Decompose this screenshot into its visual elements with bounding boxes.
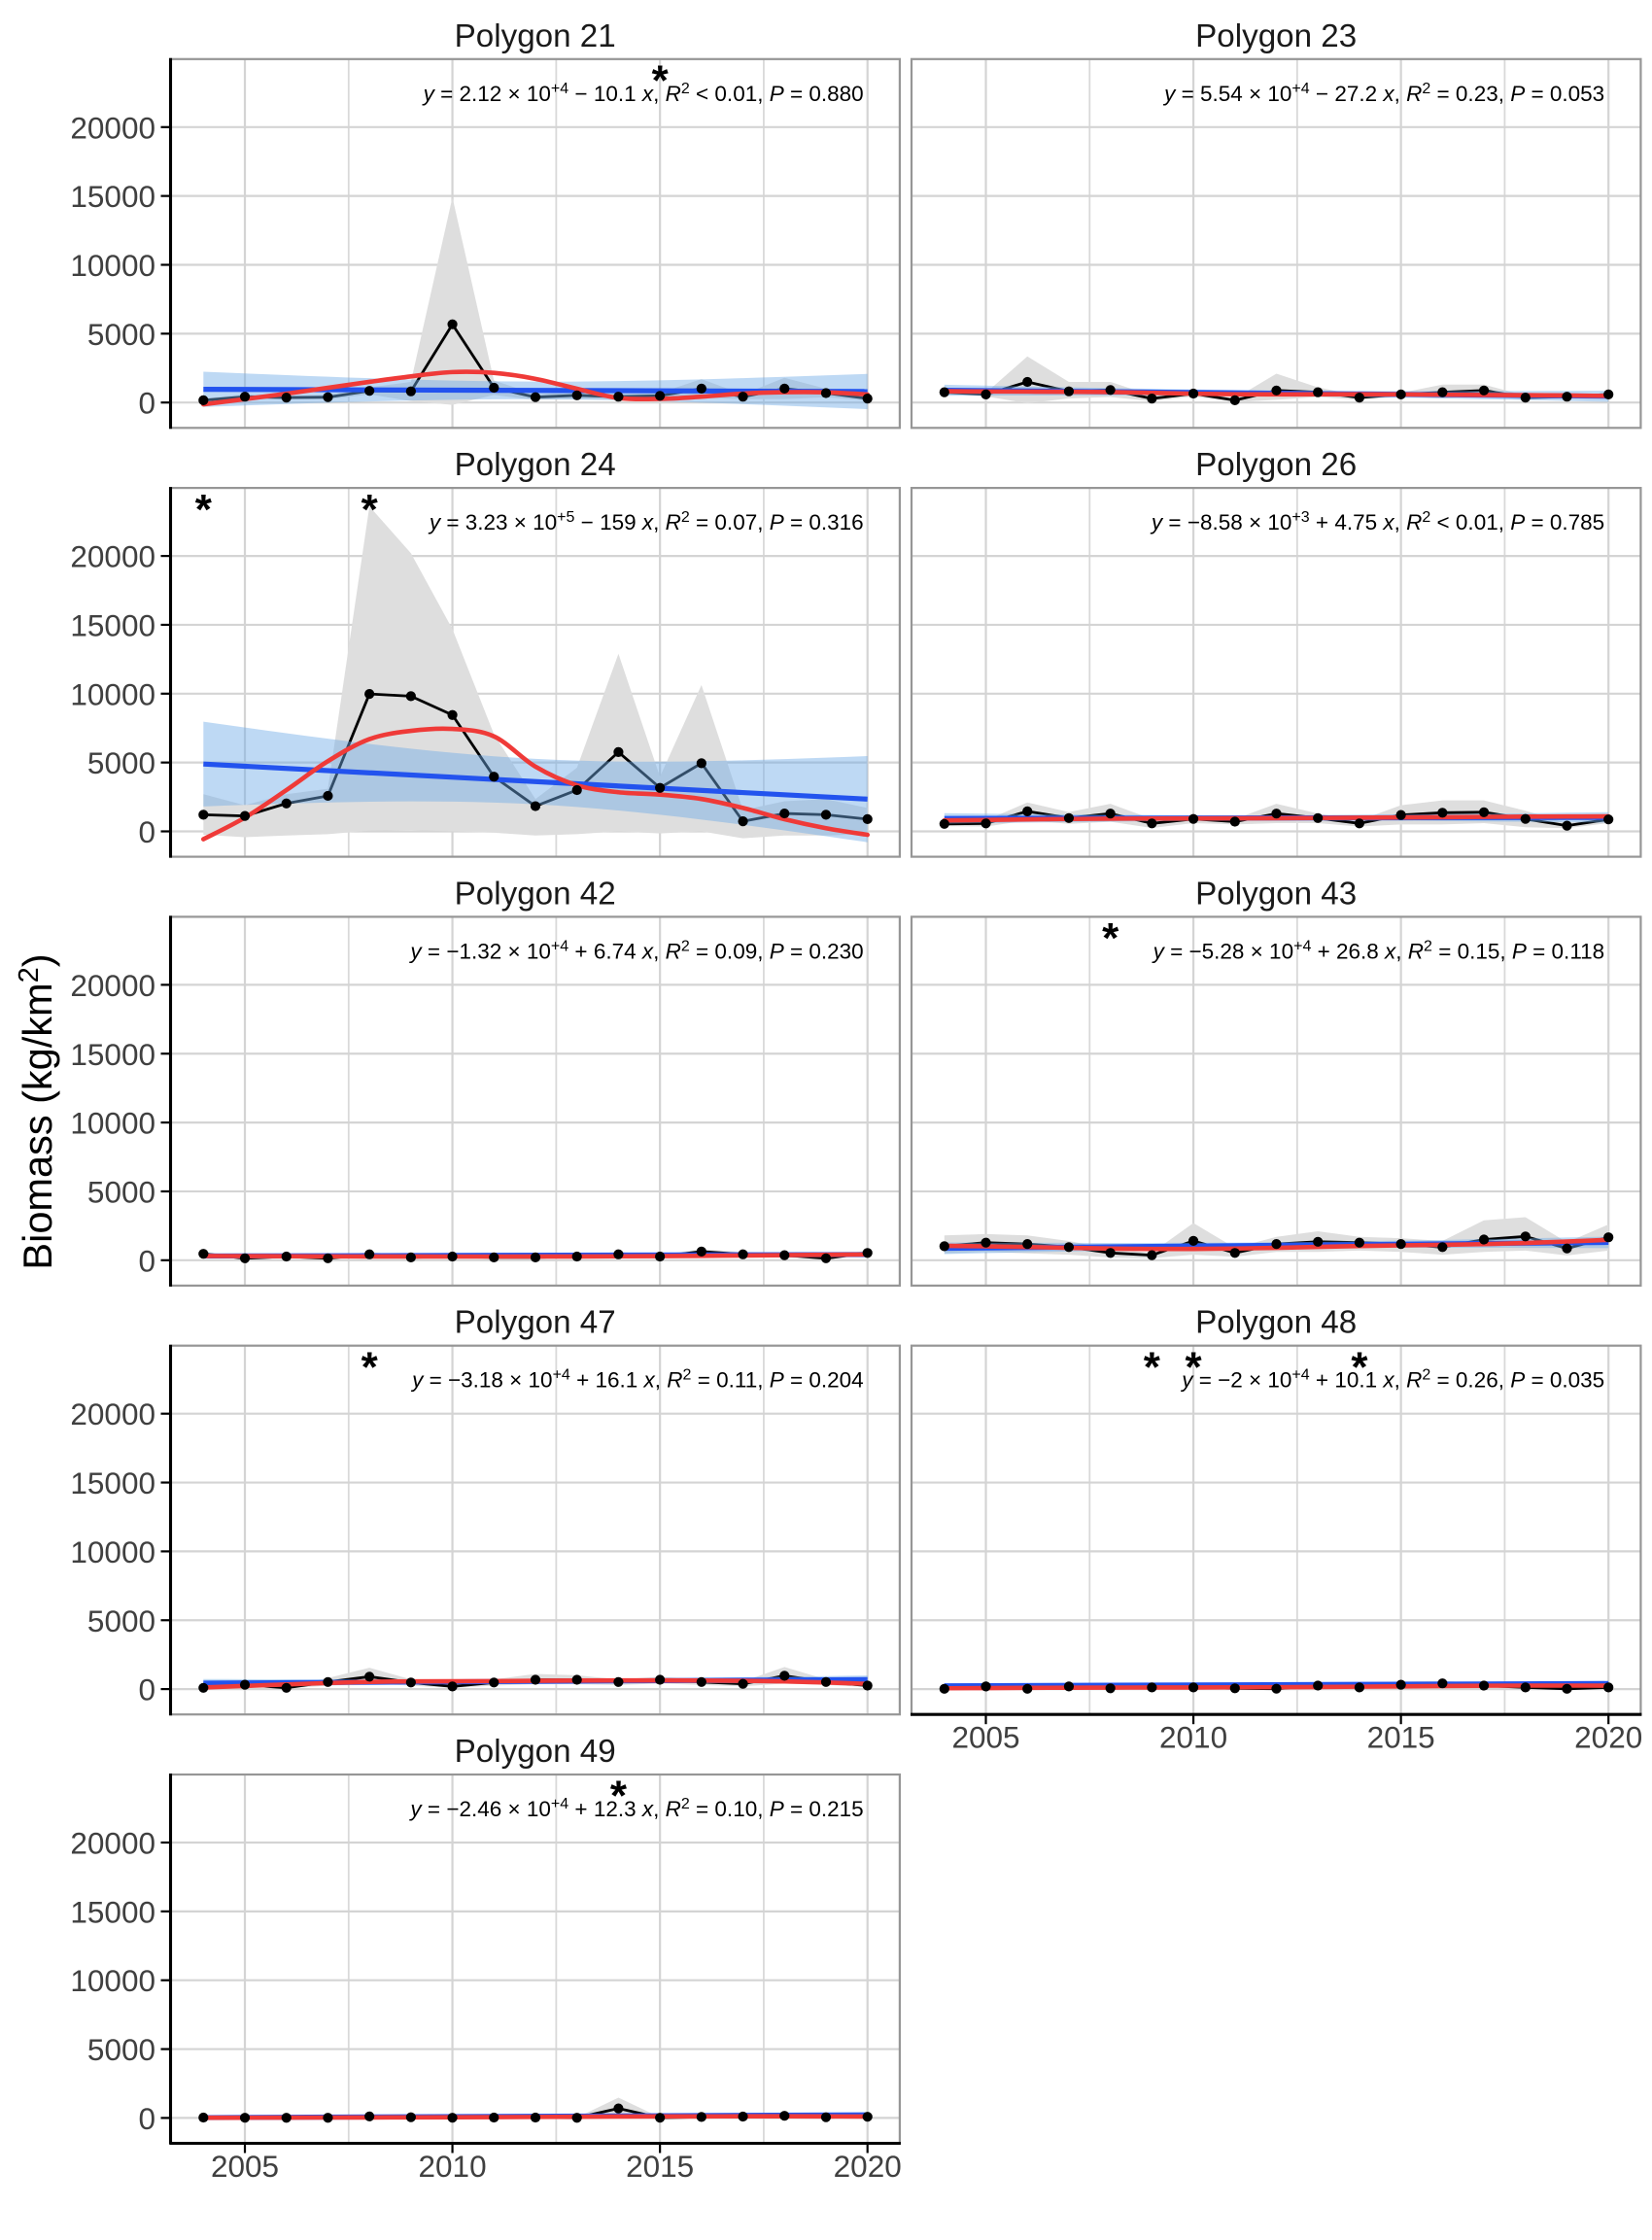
svg-text:0: 0 xyxy=(138,2101,155,2136)
svg-text:0: 0 xyxy=(138,1243,155,1278)
svg-text:15000: 15000 xyxy=(70,179,155,214)
svg-text:*: * xyxy=(1351,1343,1368,1391)
svg-text:y = −2.46 × 10+4​ + 12.3 x, R2: y = −2.46 × 10+4​ + 12.3 x, R2​ = 0.10, … xyxy=(408,1796,863,1821)
svg-text:Polygon 24: Polygon 24 xyxy=(455,447,616,483)
svg-text:5000: 5000 xyxy=(87,2032,155,2067)
svg-text:*: * xyxy=(361,486,379,534)
svg-text:y = 2.12 × 10+4​ − 10.1 x, R2​: y = 2.12 × 10+4​ − 10.1 x, R2​ < 0.01, P… xyxy=(422,81,864,106)
svg-text:15000: 15000 xyxy=(70,1465,155,1500)
svg-text:Biomass (kg/km2​): Biomass (kg/km2​) xyxy=(14,953,60,1269)
svg-text:2020: 2020 xyxy=(1574,1720,1642,1755)
svg-text:10000: 10000 xyxy=(70,676,155,711)
svg-text:0: 0 xyxy=(138,386,155,421)
svg-text:2020: 2020 xyxy=(834,2149,902,2184)
svg-text:5000: 5000 xyxy=(87,317,155,352)
svg-text:Polygon 23: Polygon 23 xyxy=(1195,18,1357,54)
svg-text:2015: 2015 xyxy=(1367,1720,1435,1755)
svg-text:2010: 2010 xyxy=(419,2149,487,2184)
svg-text:10000: 10000 xyxy=(70,1963,155,1998)
svg-text:*: * xyxy=(1186,1343,1203,1391)
svg-text:y = −2 × 10+4​ + 10.1 x, R2​ =: y = −2 × 10+4​ + 10.1 x, R2​ = 0.26, P =… xyxy=(1180,1367,1604,1393)
svg-text:0: 0 xyxy=(138,1672,155,1707)
svg-text:*: * xyxy=(1144,1343,1161,1391)
svg-text:20000: 20000 xyxy=(70,1396,155,1431)
svg-text:5000: 5000 xyxy=(87,1174,155,1209)
svg-text:15000: 15000 xyxy=(70,607,155,642)
svg-text:y = 3.23 × 10+5​ − 159 x, R2​: y = 3.23 × 10+5​ − 159 x, R2​ = 0.07, P … xyxy=(428,509,864,534)
svg-text:2005: 2005 xyxy=(951,1720,1019,1755)
svg-text:15000: 15000 xyxy=(70,1037,155,1072)
svg-text:Polygon 26: Polygon 26 xyxy=(1195,447,1357,483)
svg-text:Polygon 42: Polygon 42 xyxy=(455,876,616,912)
svg-text:10000: 10000 xyxy=(70,1106,155,1141)
svg-text:15000: 15000 xyxy=(70,1894,155,1929)
svg-text:*: * xyxy=(652,57,670,105)
svg-text:Polygon 48: Polygon 48 xyxy=(1195,1305,1357,1341)
svg-text:Polygon 21: Polygon 21 xyxy=(455,18,616,54)
svg-text:y = 5.54 × 10+4​ − 27.2 x, R2​: y = 5.54 × 10+4​ − 27.2 x, R2​ = 0.23, P… xyxy=(1162,81,1604,106)
svg-text:2015: 2015 xyxy=(626,2149,694,2184)
svg-text:10000: 10000 xyxy=(70,1534,155,1569)
svg-text:Polygon 47: Polygon 47 xyxy=(455,1305,616,1341)
svg-text:*: * xyxy=(195,486,213,534)
svg-text:y = −5.28 × 10+4​ + 26.8 x, R2: y = −5.28 × 10+4​ + 26.8 x, R2​ = 0.15, … xyxy=(1152,938,1605,963)
svg-text:y = −8.58 × 10+3​ + 4.75 x, R2: y = −8.58 × 10+3​ + 4.75 x, R2​ < 0.01, … xyxy=(1150,509,1604,534)
svg-text:y = −1.32 × 10+4​ + 6.74 x, R2: y = −1.32 × 10+4​ + 6.74 x, R2​ = 0.09, … xyxy=(408,938,863,963)
svg-text:20000: 20000 xyxy=(70,968,155,1003)
svg-text:5000: 5000 xyxy=(87,1603,155,1638)
svg-text:5000: 5000 xyxy=(87,745,155,780)
svg-text:Polygon 43: Polygon 43 xyxy=(1195,876,1357,912)
svg-text:y = −3.18 × 10+4​ + 16.1 x, R2: y = −3.18 × 10+4​ + 16.1 x, R2​ = 0.11, … xyxy=(410,1367,864,1393)
svg-text:20000: 20000 xyxy=(70,1826,155,1861)
svg-text:0: 0 xyxy=(138,814,155,849)
svg-text:*: * xyxy=(610,1773,628,1820)
svg-text:2010: 2010 xyxy=(1159,1720,1227,1755)
svg-text:*: * xyxy=(1102,914,1119,962)
svg-text:Polygon 49: Polygon 49 xyxy=(455,1734,616,1770)
svg-text:2005: 2005 xyxy=(211,2149,279,2184)
svg-text:20000: 20000 xyxy=(70,539,155,574)
svg-text:*: * xyxy=(361,1343,379,1391)
svg-text:20000: 20000 xyxy=(70,110,155,145)
svg-text:10000: 10000 xyxy=(70,248,155,283)
